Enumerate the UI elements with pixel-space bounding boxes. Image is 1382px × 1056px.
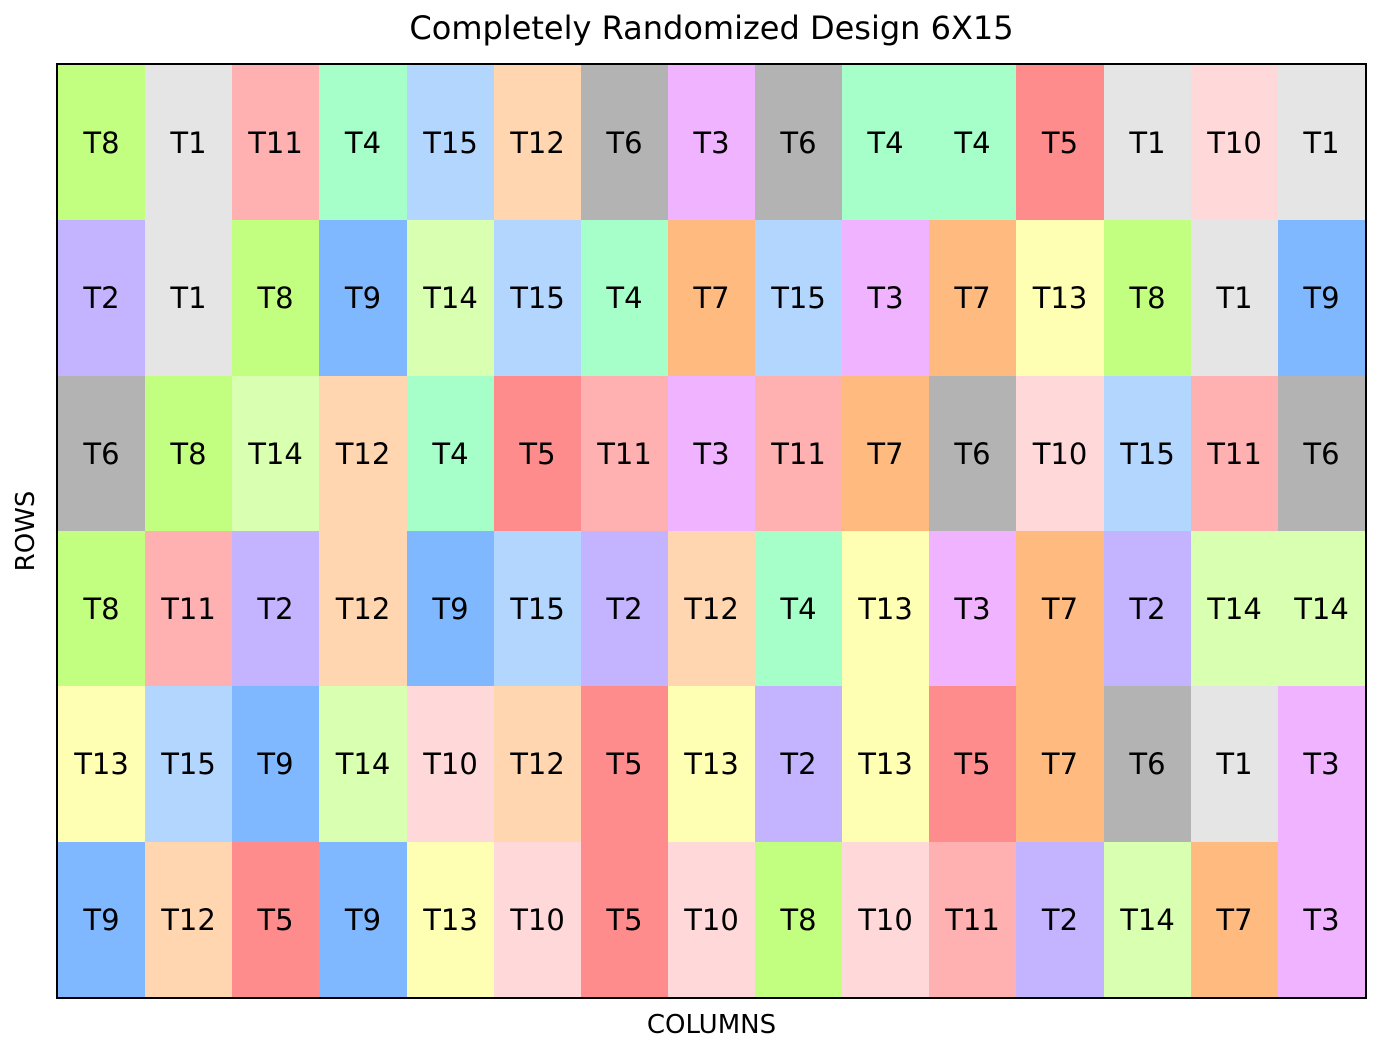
plot-cell: T7 <box>842 376 929 531</box>
x-axis-label: COLUMNS <box>646 1010 777 1040</box>
plot-cell: T5 <box>1016 65 1104 220</box>
plot-cell: T7 <box>1191 842 1278 997</box>
plot-cell: T6 <box>755 65 842 220</box>
plot-cell: T1 <box>1191 686 1278 842</box>
plot-cell: T11 <box>929 842 1016 997</box>
plot-cell: T4 <box>319 65 407 220</box>
plot-cell: T1 <box>1278 65 1365 220</box>
plot-cell: T9 <box>319 842 407 997</box>
plot-cell: T10 <box>407 686 494 842</box>
plot-cell: T6 <box>929 376 1016 531</box>
plot-cell: T2 <box>581 531 668 686</box>
plot-cell: T11 <box>232 65 319 220</box>
plot-cell: T13 <box>842 686 929 842</box>
plot-cell: T13 <box>1016 220 1104 376</box>
plot-cell: T7 <box>929 220 1016 376</box>
plot-cell: T5 <box>494 376 581 531</box>
plot-cell: T15 <box>494 531 581 686</box>
plot-cell: T3 <box>668 65 755 220</box>
plot-cell: T6 <box>581 65 668 220</box>
plot-cell: T8 <box>58 531 145 686</box>
plot-cell: T12 <box>494 65 581 220</box>
plot-cell: T4 <box>407 376 494 531</box>
plot-cell: T2 <box>1016 842 1104 997</box>
plot-cell: T6 <box>1278 376 1365 531</box>
plot-cell: T5 <box>581 842 668 997</box>
plot-cell: T13 <box>58 686 145 842</box>
plot-cell: T11 <box>1191 376 1278 531</box>
plot-cell: T14 <box>1104 842 1191 997</box>
plot-cell: T13 <box>407 842 494 997</box>
plot-cell: T3 <box>1278 842 1365 997</box>
plot-cell: T15 <box>755 220 842 376</box>
plot-cell: T12 <box>319 531 407 686</box>
plot-cell: T11 <box>755 376 842 531</box>
plot-cell: T8 <box>755 842 842 997</box>
plot-cell: T8 <box>58 65 145 220</box>
plot-cell: T8 <box>232 220 319 376</box>
plot-cell: T3 <box>929 531 1016 686</box>
plot-cell: T13 <box>668 686 755 842</box>
plot-cell: T12 <box>145 842 232 997</box>
plot-cell: T10 <box>494 842 581 997</box>
plot-cell: T2 <box>232 531 319 686</box>
y-axis-label: ROWS <box>11 490 41 572</box>
plot-cell: T2 <box>755 686 842 842</box>
plot-cell: T14 <box>1278 531 1365 686</box>
plot-cell: T14 <box>319 686 407 842</box>
plot-cell: T3 <box>1278 686 1365 842</box>
plot-cell: T7 <box>668 220 755 376</box>
plot-cell: T15 <box>494 220 581 376</box>
plot-cell: T10 <box>1016 376 1104 531</box>
plot-cell: T1 <box>1104 65 1191 220</box>
plot-cell: T7 <box>1016 686 1104 842</box>
plot-cell: T15 <box>145 686 232 842</box>
plot-cell: T4 <box>929 65 1016 220</box>
plot-cell: T4 <box>842 65 929 220</box>
plot-cell: T6 <box>1104 686 1191 842</box>
plot-cell: T5 <box>232 842 319 997</box>
plot-area: T8 T1 T11 T4 T15 T12 T6 T3 T6 T4 T4 T5 T1 T10 T1 T2 T1 T8… <box>56 63 1367 999</box>
plot-cell: T15 <box>407 65 494 220</box>
plot-cell: T8 <box>145 376 232 531</box>
design-grid: T8 T1 T11 T4 T15 T12 T6 T3 T6 T4 T4 T5 T1 T10 T1 T2 T1 T8… <box>58 65 1365 997</box>
plot-cell: T9 <box>58 842 145 997</box>
plot-cell: T5 <box>929 686 1016 842</box>
plot-cell: T1 <box>145 220 232 376</box>
plot-cell: T11 <box>145 531 232 686</box>
plot-cell: T11 <box>581 376 668 531</box>
plot-cell: T13 <box>842 531 929 686</box>
plot-cell: T1 <box>145 65 232 220</box>
plot-cell: T3 <box>668 376 755 531</box>
plot-cell: T9 <box>319 220 407 376</box>
plot-cell: T9 <box>407 531 494 686</box>
plot-cell: T1 <box>1191 220 1278 376</box>
plot-cell: T4 <box>755 531 842 686</box>
plot-cell: T12 <box>668 531 755 686</box>
plot-cell: T14 <box>407 220 494 376</box>
plot-cell: T10 <box>1191 65 1278 220</box>
plot-cell: T2 <box>58 220 145 376</box>
plot-cell: T14 <box>1191 531 1278 686</box>
plot-cell: T10 <box>668 842 755 997</box>
plot-cell: T6 <box>58 376 145 531</box>
plot-cell: T14 <box>232 376 319 531</box>
plot-cell: T5 <box>581 686 668 842</box>
chart-title: Completely Randomized Design 6X15 <box>409 9 1014 47</box>
plot-cell: T15 <box>1104 376 1191 531</box>
plot-cell: T3 <box>842 220 929 376</box>
plot-cell: T9 <box>1278 220 1365 376</box>
plot-cell: T8 <box>1104 220 1191 376</box>
plot-cell: T2 <box>1104 531 1191 686</box>
plot-cell: T10 <box>842 842 929 997</box>
plot-cell: T9 <box>232 686 319 842</box>
plot-cell: T4 <box>581 220 668 376</box>
plot-cell: T12 <box>319 376 407 531</box>
plot-cell: T12 <box>494 686 581 842</box>
plot-cell: T7 <box>1016 531 1104 686</box>
